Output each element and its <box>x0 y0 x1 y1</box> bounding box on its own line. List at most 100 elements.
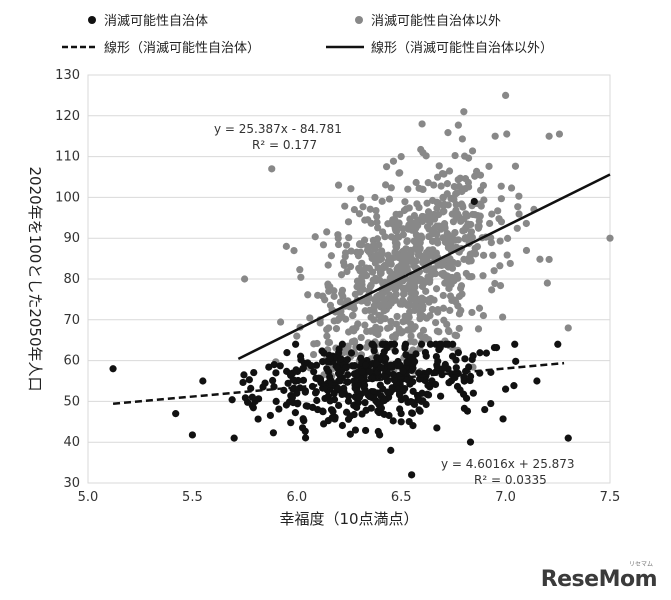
data-point-non-vanishing <box>423 253 431 262</box>
data-point-non-vanishing <box>456 174 464 182</box>
data-point-vanishing <box>299 415 307 423</box>
data-point-vanishing <box>376 381 384 389</box>
data-point-non-vanishing <box>356 288 364 296</box>
data-point-non-vanishing <box>276 318 285 326</box>
data-point-non-vanishing <box>412 178 420 187</box>
data-point-non-vanishing <box>464 178 472 187</box>
data-point-non-vanishing <box>434 239 442 247</box>
data-point-non-vanishing <box>370 296 379 304</box>
data-point-vanishing <box>416 407 424 415</box>
data-point-vanishing <box>315 374 323 382</box>
data-point-non-vanishing <box>378 265 386 273</box>
data-point-vanishing <box>337 355 345 363</box>
data-point-non-vanishing <box>350 205 359 214</box>
legend-label-trend-vanishing: 線形（消滅可能性自治体） <box>104 40 260 56</box>
data-point-non-vanishing <box>506 259 514 268</box>
r2-non-vanishing: R² = 0.177 <box>252 138 317 152</box>
data-point-non-vanishing <box>522 246 531 255</box>
data-point-vanishing <box>301 434 310 442</box>
data-point-vanishing <box>283 349 291 357</box>
data-point-non-vanishing <box>475 304 484 312</box>
data-point-vanishing <box>431 380 440 389</box>
data-point-non-vanishing <box>417 276 425 284</box>
data-point-non-vanishing <box>379 228 387 236</box>
legend: 消滅可能性自治体 消滅可能性自治体以外 線形（消滅可能性自治体） 線形（消滅可能… <box>62 14 553 56</box>
data-point-vanishing <box>250 368 258 377</box>
data-point-non-vanishing <box>290 247 298 255</box>
data-point-vanishing <box>287 419 295 427</box>
y-tick-label: 120 <box>55 109 80 124</box>
y-tick-label: 40 <box>63 435 80 450</box>
legend-marker-non-vanishing <box>355 16 363 24</box>
data-point-vanishing <box>564 434 572 442</box>
data-point-vanishing <box>352 371 360 379</box>
data-point-non-vanishing <box>416 239 424 247</box>
data-point-vanishing <box>433 424 441 432</box>
data-point-non-vanishing <box>376 255 384 263</box>
data-point-non-vanishing <box>361 321 369 329</box>
data-point-non-vanishing <box>461 234 470 242</box>
data-point-vanishing <box>230 434 238 442</box>
data-point-vanishing <box>355 393 364 401</box>
data-point-non-vanishing <box>268 165 276 173</box>
x-tick-label: 6.5 <box>391 490 412 505</box>
data-point-vanishing <box>338 421 347 430</box>
data-point-non-vanishing <box>367 313 375 321</box>
data-point-non-vanishing <box>376 325 384 333</box>
data-point-non-vanishing <box>458 135 466 143</box>
data-point-vanishing <box>353 403 361 412</box>
data-point-vanishing <box>326 354 334 362</box>
data-point-non-vanishing <box>461 185 469 193</box>
data-point-non-vanishing <box>407 332 415 340</box>
data-point-non-vanishing <box>304 291 312 299</box>
data-point-non-vanishing <box>428 305 436 314</box>
data-point-vanishing <box>362 406 370 414</box>
data-point-non-vanishing <box>458 290 466 298</box>
data-point-non-vanishing <box>357 333 365 342</box>
data-point-non-vanishing <box>392 320 401 328</box>
logo-text: ReseMom <box>540 567 658 592</box>
data-point-non-vanishing <box>417 232 425 240</box>
data-point-non-vanishing <box>424 179 432 187</box>
data-point-non-vanishing <box>422 266 430 274</box>
data-point-non-vanishing <box>310 340 318 348</box>
data-point-non-vanishing <box>348 338 357 346</box>
data-point-non-vanishing <box>391 248 399 256</box>
data-point-vanishing <box>452 356 460 364</box>
data-point-non-vanishing <box>435 162 443 170</box>
data-point-vanishing <box>338 390 346 399</box>
data-point-non-vanishing <box>543 279 551 287</box>
data-point-vanishing <box>361 426 370 435</box>
data-point-non-vanishing <box>365 248 373 256</box>
data-point-non-vanishing <box>389 157 398 165</box>
data-point-non-vanishing <box>502 91 510 99</box>
data-point-vanishing <box>247 384 255 392</box>
data-point-vanishing <box>482 349 491 357</box>
data-point-vanishing <box>335 401 343 410</box>
data-point-non-vanishing <box>359 203 367 211</box>
data-point-vanishing <box>470 197 478 206</box>
data-point-non-vanishing <box>419 326 428 334</box>
data-point-non-vanishing <box>336 298 345 306</box>
data-point-non-vanishing <box>388 333 397 341</box>
legend-marker-vanishing <box>88 16 96 24</box>
data-point-vanishing <box>298 424 307 432</box>
data-point-non-vanishing <box>338 312 346 321</box>
data-point-non-vanishing <box>443 180 451 188</box>
data-point-vanishing <box>418 389 426 397</box>
data-point-non-vanishing <box>460 108 468 116</box>
data-point-vanishing <box>449 340 457 348</box>
data-point-non-vanishing <box>496 282 505 290</box>
data-point-non-vanishing <box>369 268 377 276</box>
data-point-vanishing <box>351 362 359 370</box>
legend-label-vanishing: 消滅可能性自治体 <box>104 14 208 29</box>
data-point-non-vanishing <box>385 195 394 203</box>
data-point-non-vanishing <box>399 231 407 239</box>
data-point-vanishing <box>399 367 407 375</box>
data-point-vanishing <box>188 431 196 439</box>
data-point-non-vanishing <box>564 324 572 332</box>
data-point-vanishing <box>408 471 416 479</box>
data-point-non-vanishing <box>385 257 393 265</box>
data-point-vanishing <box>243 398 252 406</box>
data-point-vanishing <box>425 367 433 376</box>
